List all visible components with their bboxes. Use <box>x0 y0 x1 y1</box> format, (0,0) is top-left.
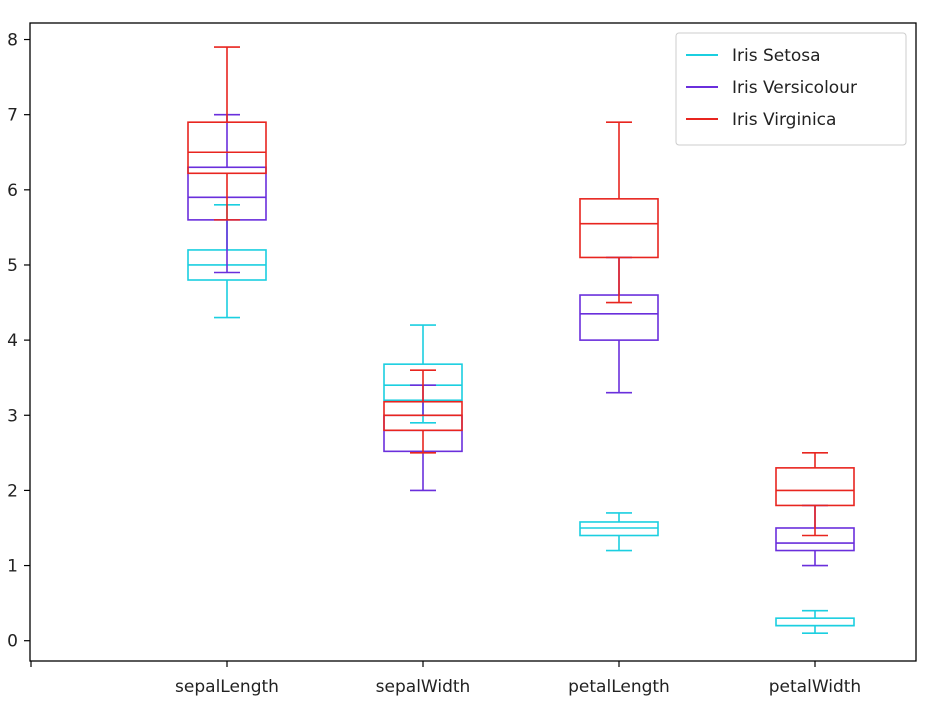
plot-frame <box>29 22 917 662</box>
y-tick-label: 4 <box>7 331 18 351</box>
box-layer <box>187 46 855 634</box>
y-axis: 0 1 2 3 4 5 6 7 8 <box>7 31 30 652</box>
interquartile-box <box>775 617 855 627</box>
box-glyph <box>187 46 267 221</box>
x-axis: sepalLength sepalWidth petalLength petalWid… <box>30 661 861 697</box>
interquartile-box <box>579 198 659 259</box>
box-glyph <box>579 121 659 304</box>
y-tick-label: 6 <box>7 181 18 201</box>
box-glyph <box>775 609 855 634</box>
y-tick-label: 7 <box>7 106 18 126</box>
y-tick-label: 3 <box>7 406 18 426</box>
x-tick-label: sepalLength <box>175 677 279 697</box>
legend-label: Iris Virginica <box>732 110 836 130</box>
y-tick-label: 5 <box>7 256 18 276</box>
legend-label: Iris Setosa <box>732 46 821 66</box>
y-tick-label: 8 <box>7 31 18 51</box>
legend-label: Iris Versicolour <box>732 78 857 98</box>
x-tick-label: petalLength <box>568 677 670 697</box>
y-tick-label: 2 <box>7 481 18 501</box>
box-glyph <box>383 369 463 454</box>
y-tick-label: 0 <box>7 632 18 652</box>
x-tick-label: sepalWidth <box>376 677 471 697</box>
y-tick-label: 1 <box>7 557 18 577</box>
box-glyph <box>579 512 659 552</box>
box-glyph <box>775 452 855 537</box>
legend: Iris Setosa Iris Versicolour Iris Virginic… <box>675 32 907 146</box>
legend-box <box>675 32 907 146</box>
interquartile-box <box>187 121 267 175</box>
interquartile-box <box>775 467 855 507</box>
x-tick-label: petalWidth <box>769 677 861 697</box>
